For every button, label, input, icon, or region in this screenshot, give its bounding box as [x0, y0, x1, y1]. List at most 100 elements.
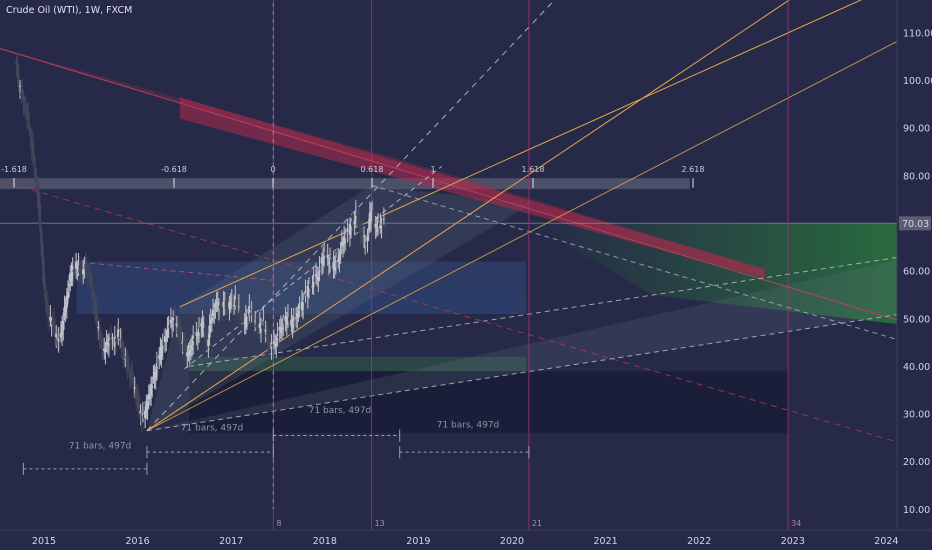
candle-body — [346, 228, 349, 233]
candle-body — [375, 228, 379, 232]
candle-body — [382, 219, 386, 221]
candle-body — [43, 277, 46, 286]
dashed-pink-line — [72, 261, 279, 282]
candle-body — [272, 341, 276, 344]
candle-body — [65, 295, 69, 308]
candle-body — [339, 252, 342, 255]
candle-body — [120, 338, 124, 352]
candle-body — [236, 297, 239, 302]
candle-body — [211, 309, 215, 316]
candle-body — [91, 289, 94, 292]
x-axis[interactable]: 2015 2016 2017 2018 2019 2020 2021 2022 2023 2024 — [32, 536, 899, 547]
candle-body — [190, 346, 194, 351]
candle-body — [294, 317, 298, 319]
candle-body — [146, 402, 149, 409]
candle-body — [105, 341, 108, 345]
candle-body — [70, 274, 73, 281]
candle-body — [29, 132, 32, 134]
candle-body — [326, 255, 329, 258]
candle-body — [248, 305, 251, 316]
candle-body — [345, 234, 348, 238]
candle-body — [283, 318, 286, 325]
annotations-layer: -1.618 -0.618 0 0.618 1 1.618 2.618 71 bars, 49… — [1, 165, 801, 528]
candle-body — [216, 301, 219, 303]
candle-body — [166, 329, 169, 338]
candle-body — [34, 168, 37, 178]
candle-body — [85, 264, 88, 266]
candle-body — [131, 372, 134, 378]
candle-body — [62, 320, 65, 330]
fib-label: -0.618 — [161, 165, 187, 174]
candle-body — [314, 274, 318, 277]
candle-body — [156, 364, 160, 366]
candle-body — [271, 343, 274, 348]
candle-body — [210, 318, 214, 321]
candle-body — [333, 266, 336, 271]
candle-body — [49, 316, 52, 321]
dashed-red-line — [0, 180, 932, 453]
candle-body — [154, 375, 157, 380]
x-tick-label: 2019 — [406, 536, 430, 547]
candle-body — [84, 263, 87, 270]
candle-body — [19, 92, 23, 96]
candle-body — [36, 182, 39, 198]
candle-body — [335, 257, 339, 261]
candle-body — [99, 335, 102, 338]
candle-body — [253, 320, 257, 322]
candles-layer — [15, 53, 387, 434]
candle-body — [32, 156, 36, 163]
candle-body — [360, 229, 363, 234]
candle-body — [138, 404, 141, 409]
candle-body — [37, 192, 40, 207]
candle-body — [207, 339, 210, 347]
candle-body — [380, 225, 383, 228]
candle-body — [321, 257, 325, 265]
candle-body — [122, 353, 126, 360]
candle-body — [184, 348, 188, 357]
candle-body — [183, 343, 187, 348]
candle-body — [140, 412, 143, 423]
candle-body — [332, 262, 335, 270]
candle-body — [177, 325, 181, 332]
y-tick-label: 40.00 — [903, 362, 930, 373]
candle-body — [100, 338, 104, 349]
fib-label: 0 — [270, 165, 275, 174]
candle-body — [215, 302, 218, 304]
red-trendline — [0, 48, 932, 332]
candle-body — [179, 328, 182, 341]
candle-body — [135, 391, 139, 399]
candle-body — [38, 203, 42, 227]
candle-body — [204, 328, 208, 343]
y-axis[interactable]: 110.00 100.00 90.00 80.00 60.00 50.00 40.00 30.… — [899, 28, 932, 516]
candle-body — [280, 327, 284, 331]
candle-body — [81, 269, 85, 275]
time-measure-label: 71 bars, 497d — [69, 441, 132, 451]
candle-body — [50, 325, 53, 327]
candle-body — [268, 338, 271, 344]
candle-body — [17, 76, 21, 85]
price-axis-panel — [897, 0, 932, 530]
candle-body — [228, 301, 231, 309]
last-price-tag — [899, 216, 931, 231]
candle-body — [229, 303, 232, 305]
candle-body — [148, 395, 152, 400]
candle-body — [59, 332, 63, 338]
candle-body — [132, 377, 135, 385]
candle-body — [162, 340, 166, 346]
x-tick-label: 2022 — [687, 536, 711, 547]
candle-body — [180, 338, 183, 340]
fib-label: 0.618 — [361, 165, 384, 174]
channel-line-lower — [146, 22, 932, 432]
candle-body — [213, 313, 216, 316]
candle-body — [136, 395, 140, 409]
candle-body — [344, 239, 347, 244]
dashed-fan-lower — [146, 308, 932, 432]
candle-body — [106, 345, 109, 347]
candle-body — [241, 308, 244, 321]
channel-fill — [146, 185, 531, 431]
cycle-label: 34 — [791, 519, 801, 528]
time-measure-label: 71 bars, 497d — [181, 424, 244, 434]
candle-body — [311, 286, 314, 288]
candle-body — [256, 320, 259, 323]
